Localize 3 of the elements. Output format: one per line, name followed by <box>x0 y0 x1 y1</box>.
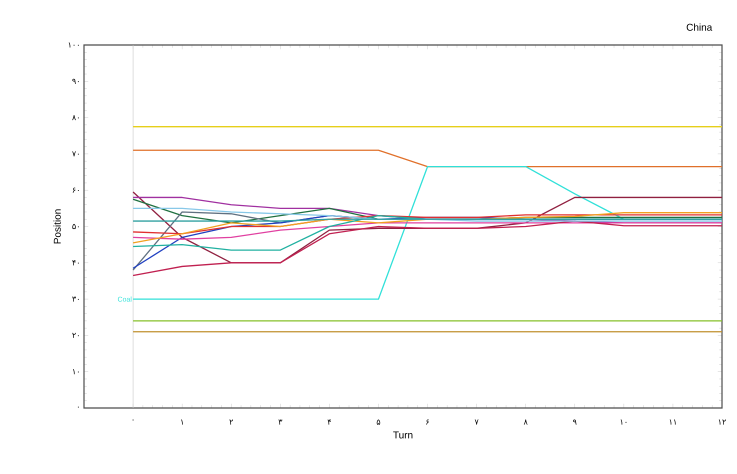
y-axis-title: Position <box>53 209 61 244</box>
chart-title: China <box>686 23 712 31</box>
x-axis-title: Turn <box>393 432 412 438</box>
